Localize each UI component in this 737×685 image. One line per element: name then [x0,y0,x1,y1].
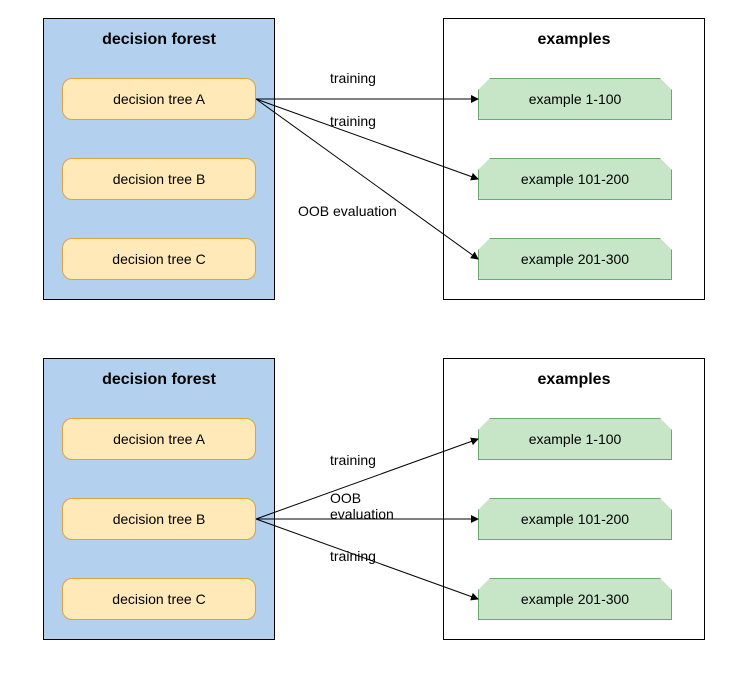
tree-node-label: decision tree A [113,91,205,107]
example-node-label: example 101-200 [521,511,629,527]
example-node: example 1-100 [478,78,672,120]
edge-label: OOB evaluation [298,203,397,219]
example-node: example 201-300 [478,578,672,620]
tree-node-label: decision tree C [112,251,205,267]
diagram-canvas: decision forest examples decision tree A de… [0,0,737,685]
example-node: example 1-100 [478,418,672,460]
tree-node: decision tree C [62,238,256,280]
edge-label: training [330,452,376,468]
tree-node: decision tree C [62,578,256,620]
example-node: example 101-200 [478,498,672,540]
edge-label: training [330,113,376,129]
edge-label: training [330,70,376,86]
edge-label: training [330,548,376,564]
tree-node-label: decision tree C [112,591,205,607]
example-node-label: example 101-200 [521,171,629,187]
example-node-label: example 201-300 [521,251,629,267]
examples-panel-title: examples [444,31,704,49]
tree-node: decision tree B [62,498,256,540]
tree-node-label: decision tree B [113,171,206,187]
forest-panel-title: decision forest [44,31,274,49]
example-node-label: example 201-300 [521,591,629,607]
example-node: example 101-200 [478,158,672,200]
edge-label: OOB evaluation [330,490,394,522]
example-node: example 201-300 [478,238,672,280]
tree-node: decision tree B [62,158,256,200]
tree-node-label: decision tree B [113,511,206,527]
tree-node-label: decision tree A [113,431,205,447]
tree-node: decision tree A [62,418,256,460]
forest-panel-title: decision forest [44,371,274,389]
tree-node: decision tree A [62,78,256,120]
example-node-label: example 1-100 [529,431,622,447]
examples-panel-title: examples [444,371,704,389]
example-node-label: example 1-100 [529,91,622,107]
